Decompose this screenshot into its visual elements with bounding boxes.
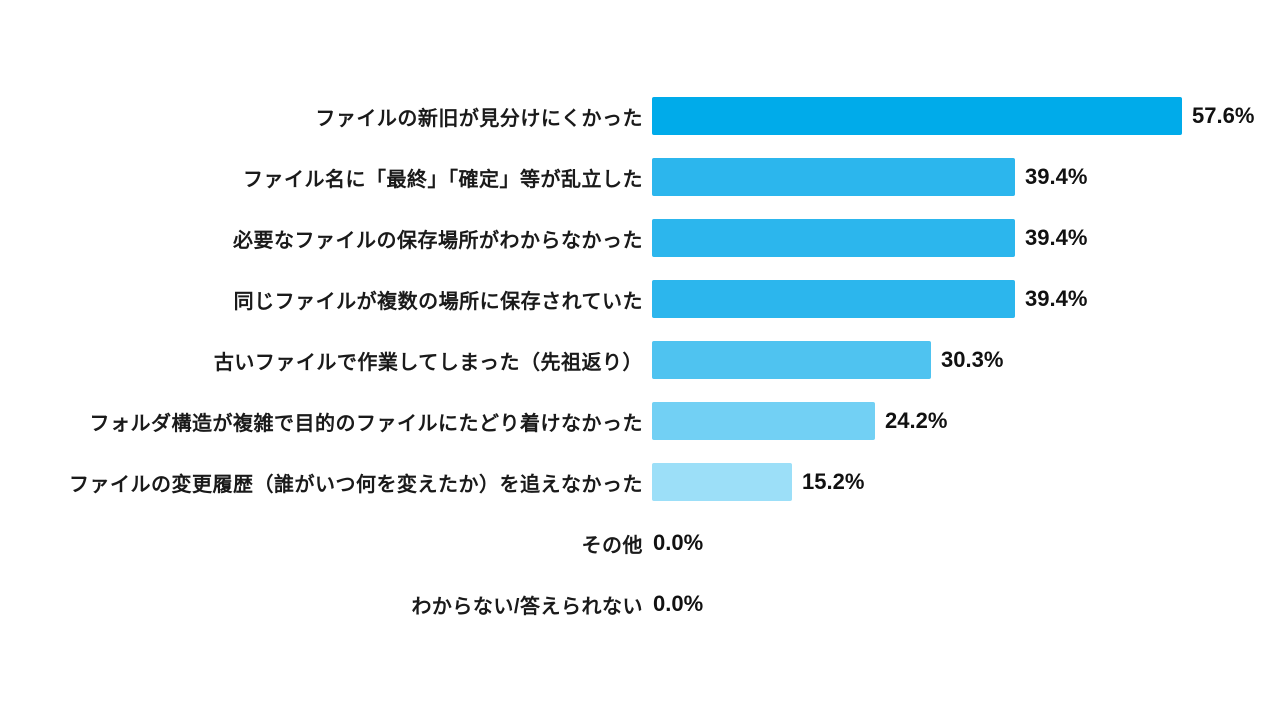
bar-area: 39.4% [652,158,1087,196]
category-label: 同じファイルが複数の場所に保存されていた [233,290,643,313]
value-label: 0.0% [653,591,704,616]
category-label: その他 [581,534,643,557]
chart-row: その他 0.0% [0,524,1280,562]
value-label: 39.4% [1025,225,1088,250]
category-label: ファイルの変更履歴（誰がいつ何を変えたか）を追えなかった [69,473,643,496]
bar [652,158,1015,196]
bar-area: 0.0% [652,585,703,623]
chart-row: フォルダ構造が複雑で目的のファイルにたどり着けなかった 24.2% [0,402,1280,440]
bar [652,402,875,440]
bar-area: 30.3% [652,341,1003,379]
category-label: わからない/答えられない [411,595,643,618]
category-label: ファイル名に「最終」「確定」等が乱立した [243,168,643,191]
bar-area: 0.0% [652,524,703,562]
category-label: フォルダ構造が複雑で目的のファイルにたどり着けなかった [89,412,643,435]
value-label: 15.2% [802,469,865,494]
chart-row: わからない/答えられない 0.0% [0,585,1280,623]
bar [652,280,1015,318]
chart-row: ファイルの変更履歴（誰がいつ何を変えたか）を追えなかった 15.2% [0,463,1280,501]
category-label: ファイルの新旧が見分けにくかった [315,107,643,130]
bar-area: 39.4% [652,280,1087,318]
bar [652,219,1015,257]
bar-area: 57.6% [652,97,1254,135]
chart-row: 古いファイルで作業してしまった（先祖返り） 30.3% [0,341,1280,379]
value-label: 39.4% [1025,164,1088,189]
bar-area: 24.2% [652,402,947,440]
chart-row: 必要なファイルの保存場所がわからなかった 39.4% [0,219,1280,257]
bar-area: 39.4% [652,219,1087,257]
value-label: 0.0% [653,530,704,555]
chart-row: ファイルの新旧が見分けにくかった 57.6% [0,97,1280,135]
value-label: 57.6% [1192,103,1255,128]
bar-area: 15.2% [652,463,864,501]
chart-row: ファイル名に「最終」「確定」等が乱立した 39.4% [0,158,1280,196]
category-label: 必要なファイルの保存場所がわからなかった [233,229,643,252]
category-label: 古いファイルで作業してしまった（先祖返り） [213,351,643,374]
value-label: 24.2% [885,408,948,433]
horizontal-bar-chart: ファイルの新旧が見分けにくかった 57.6% ファイル名に「最終」「確定」等が乱立し… [0,97,1280,646]
value-label: 30.3% [941,347,1004,372]
chart-row: 同じファイルが複数の場所に保存されていた 39.4% [0,280,1280,318]
bar [652,463,792,501]
bar [652,97,1182,135]
bar [652,341,931,379]
value-label: 39.4% [1025,286,1088,311]
